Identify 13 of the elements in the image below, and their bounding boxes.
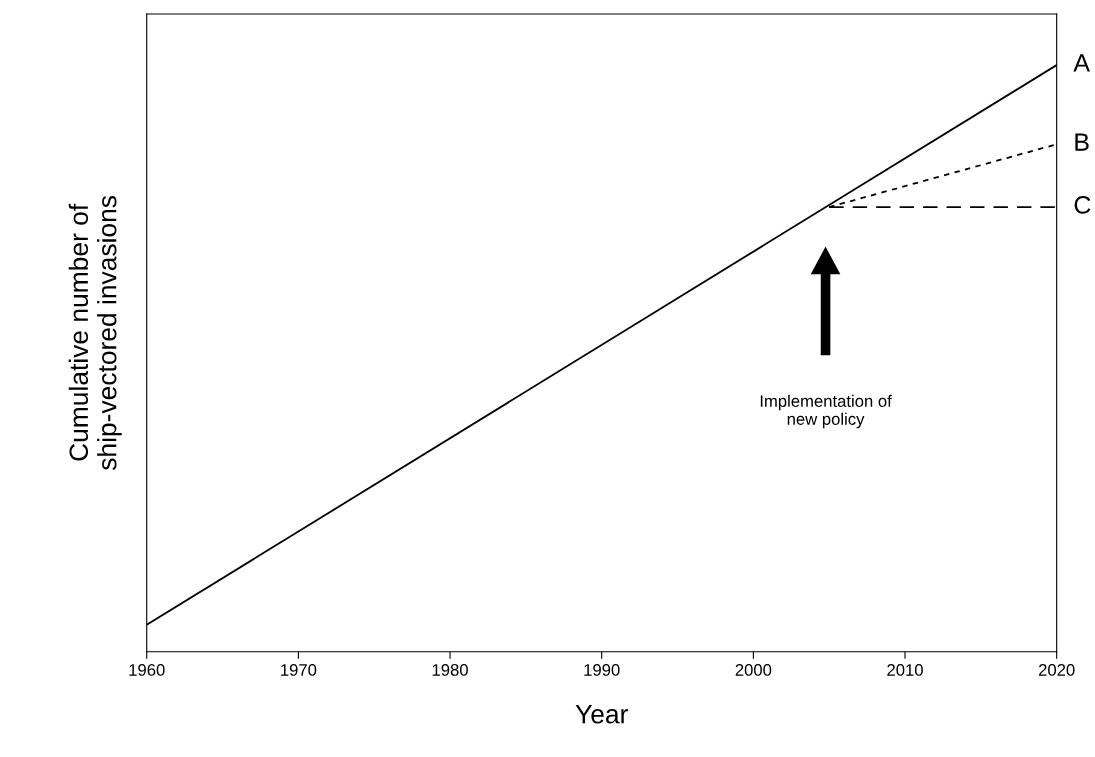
x-axis-title: Year bbox=[575, 705, 628, 724]
x-tick-label: 2010 bbox=[887, 664, 923, 676]
y-axis-title: Cumulative number of ship-vectored invasions bbox=[68, 195, 122, 471]
x-tick-label: 1960 bbox=[129, 664, 165, 676]
series-label: A bbox=[1073, 54, 1090, 72]
annotation: Implementation of new policy bbox=[760, 394, 892, 429]
series-label: C bbox=[1074, 196, 1091, 214]
x-tick-label: 1980 bbox=[432, 664, 468, 676]
x-tick-label: 1990 bbox=[584, 664, 620, 676]
x-tick-label: 1970 bbox=[281, 664, 317, 676]
x-tick-label: 2020 bbox=[1038, 664, 1075, 676]
series-label: B bbox=[1075, 133, 1089, 151]
x-tick-label: 2000 bbox=[735, 664, 772, 676]
